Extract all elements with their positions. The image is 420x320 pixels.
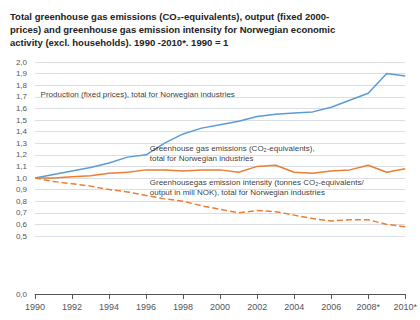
- svg-text:0,0: 0,0: [16, 290, 28, 299]
- svg-text:1,2: 1,2: [16, 150, 28, 159]
- svg-text:1,0: 1,0: [16, 174, 28, 183]
- svg-text:1996: 1996: [136, 302, 156, 312]
- svg-text:1,9: 1,9: [16, 69, 28, 78]
- svg-text:0,8: 0,8: [16, 197, 28, 206]
- svg-text:1990: 1990: [25, 302, 45, 312]
- svg-text:2008*: 2008*: [356, 302, 380, 312]
- svg-text:1998: 1998: [173, 302, 193, 312]
- svg-text:2002: 2002: [247, 302, 267, 312]
- svg-text:1,7: 1,7: [16, 92, 28, 101]
- svg-text:2004: 2004: [284, 302, 304, 312]
- svg-text:Production (fixed prices), tot: Production (fixed prices), total for Nor…: [41, 90, 235, 99]
- svg-text:prices) and greenhouse gas emi: prices) and greenhouse gas emission inte…: [10, 24, 335, 35]
- svg-text:0,6: 0,6: [16, 220, 28, 229]
- svg-text:Total greenhouse gas emissions: Total greenhouse gas emissions (CO₂-equi…: [10, 11, 329, 22]
- svg-text:1,1: 1,1: [16, 162, 28, 171]
- svg-text:1992: 1992: [62, 302, 82, 312]
- svg-text:2000: 2000: [210, 302, 230, 312]
- svg-text:0,7: 0,7: [16, 208, 28, 217]
- svg-text:1994: 1994: [99, 302, 119, 312]
- svg-text:1,6: 1,6: [16, 104, 28, 113]
- svg-text:0,5: 0,5: [16, 232, 28, 241]
- svg-text:output in mill NOK), total for: output in mill NOK), total for Norwegian…: [150, 188, 325, 197]
- svg-text:2,0: 2,0: [16, 58, 28, 67]
- svg-text:Greenhousegas emission intensi: Greenhousegas emission intensity (tonnes…: [150, 178, 365, 187]
- svg-text:1,4: 1,4: [16, 127, 28, 136]
- svg-text:Greenhouse gas emissions (CO₂-: Greenhouse gas emissions (CO₂-equivalent…: [150, 144, 315, 153]
- svg-text:0,9: 0,9: [16, 185, 28, 194]
- svg-text:activity (excl. households). 1: activity (excl. households). 1990 -2010*…: [10, 37, 229, 48]
- svg-text:2010*: 2010*: [393, 302, 417, 312]
- svg-text:1,5: 1,5: [16, 116, 28, 125]
- svg-text:2006: 2006: [321, 302, 341, 312]
- svg-text:1,8: 1,8: [16, 81, 28, 90]
- svg-text:1,3: 1,3: [16, 139, 28, 148]
- svg-text:total for Norwegian industries: total for Norwegian industries: [150, 154, 254, 163]
